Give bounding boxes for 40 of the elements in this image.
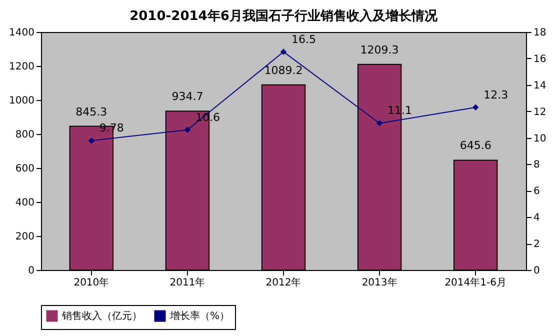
y2-tick-label: 14 xyxy=(534,80,546,92)
y-tick-label: 400 xyxy=(15,198,34,208)
y2-tick-label: 6 xyxy=(534,186,540,198)
legend-label: 销售收入（亿元） xyxy=(61,310,142,322)
point xyxy=(184,126,191,134)
data-label: 12.3 xyxy=(484,88,508,102)
data-label: 1209.3 xyxy=(360,43,399,56)
x-tick-label: 2010年 xyxy=(74,276,110,288)
x-tick-label: 2012年 xyxy=(266,276,302,288)
data-label: 10.6 xyxy=(195,110,220,124)
y2-tick-label: 8 xyxy=(534,160,540,171)
y2-tick-label: 10 xyxy=(534,133,546,144)
x-tick-label: 2014年1-6月 xyxy=(444,276,506,288)
y-tick-label: 1200 xyxy=(9,62,34,72)
y2-tick-label: 0 xyxy=(534,266,540,276)
data-label: 845.3 xyxy=(76,105,108,118)
y2-tick-label: 16 xyxy=(534,54,546,65)
y2-tick-label: 18 xyxy=(534,28,546,38)
legend-label: 增长率（%） xyxy=(169,310,230,322)
y-tick-label: 1400 xyxy=(9,28,34,38)
y2-tick-label: 4 xyxy=(534,212,540,224)
y2-tick-label: 2 xyxy=(534,239,540,250)
data-label: 9.78 xyxy=(99,122,124,135)
data-label: 645.6 xyxy=(460,139,492,152)
data-label: 1089.2 xyxy=(264,64,303,77)
y-tick-label: 200 xyxy=(15,232,34,242)
data-label: 934.7 xyxy=(172,90,204,104)
y-tick-label: 0 xyxy=(28,266,34,276)
point xyxy=(280,48,287,55)
data-label: 16.5 xyxy=(292,32,316,46)
point xyxy=(472,104,479,111)
x-tick-label: 2013年 xyxy=(362,276,398,288)
x-tick-label: 2011年 xyxy=(170,276,206,288)
y-tick-label: 1000 xyxy=(9,96,34,106)
y-tick-label: 800 xyxy=(15,130,34,140)
point xyxy=(376,120,383,126)
y2-tick-label: 12 xyxy=(534,106,546,118)
point xyxy=(88,138,95,144)
chart-title: 2010-2014年6月我国石子行业销售收入及增长情况 xyxy=(130,8,438,24)
y-tick-label: 600 xyxy=(15,164,34,174)
